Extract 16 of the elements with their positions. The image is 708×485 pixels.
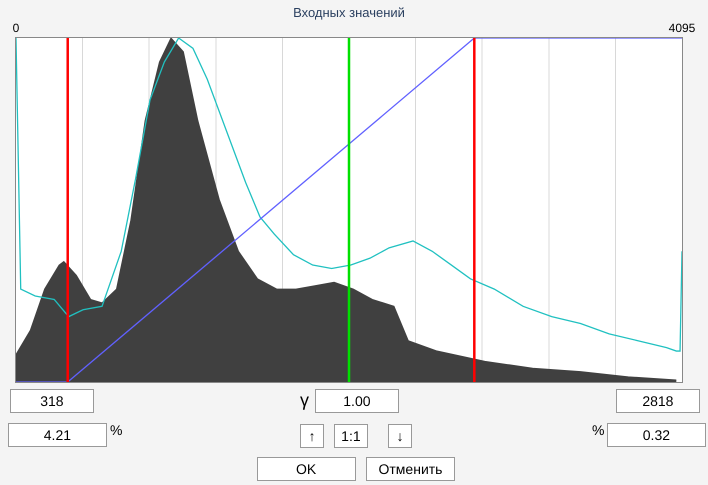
text: OK xyxy=(296,461,317,477)
text: γ xyxy=(300,390,309,410)
text: % xyxy=(592,422,604,438)
text: 318 xyxy=(40,393,64,409)
x-axis-title: Входных значений xyxy=(293,5,405,20)
text: 1.00 xyxy=(343,393,371,409)
text: % xyxy=(110,422,122,438)
x-tick-label: 4095 xyxy=(668,21,696,36)
text: Отменить xyxy=(378,461,442,477)
text: 0.32 xyxy=(642,427,670,443)
text: ↑ xyxy=(308,428,316,444)
x-tick-label: 0 xyxy=(12,21,20,36)
text: 4.21 xyxy=(44,427,72,443)
text: ↓ xyxy=(396,428,404,444)
text: 2818 xyxy=(642,393,674,409)
text: 1:1 xyxy=(341,428,361,444)
